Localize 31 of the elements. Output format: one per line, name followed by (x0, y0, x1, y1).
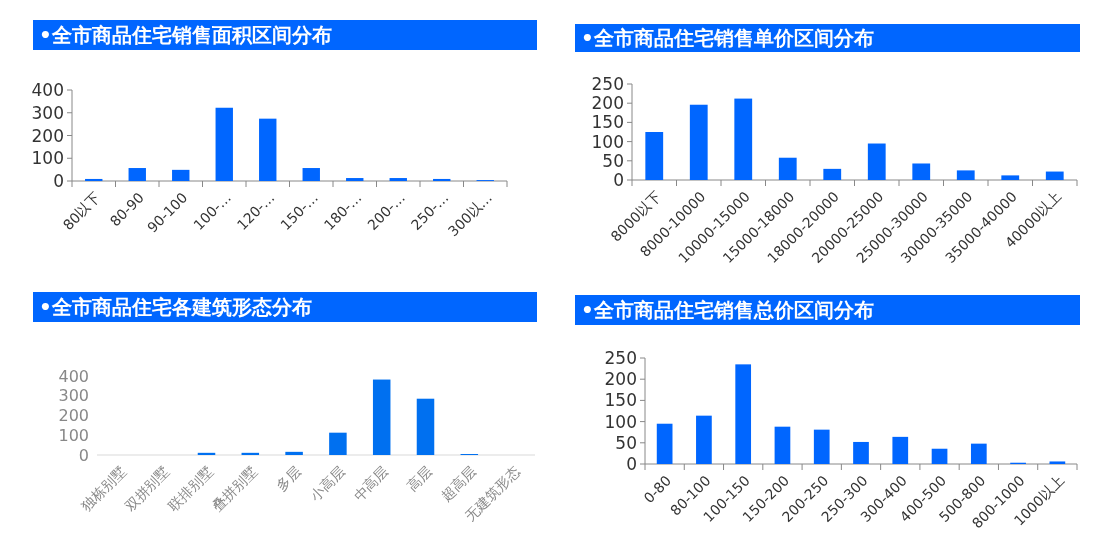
x-tick-label: 多层 (272, 463, 304, 495)
x-tick-label: 中高层 (350, 463, 392, 505)
y-tick-label: 400 (31, 80, 64, 100)
y-tick-label: 50 (615, 432, 637, 453)
chart-title: •全市商品住宅销售面积区间分布 (39, 23, 332, 47)
y-tick-label: 200 (604, 369, 637, 390)
chart-title: •全市商品住宅销售总价区间分布 (581, 298, 874, 322)
x-tick-label: 高层 (404, 463, 436, 495)
y-tick-label: 100 (591, 131, 624, 152)
y-tick-label: 100 (58, 425, 89, 445)
y-tick-label: 300 (31, 102, 64, 123)
y-tick-label: 100 (604, 411, 637, 432)
y-tick-label: 250 (591, 74, 624, 94)
chart-title: •全市商品住宅销售单价区间分布 (581, 26, 874, 50)
y-tick-label: 200 (58, 406, 89, 425)
y-tick-label: 100 (31, 148, 64, 169)
y-tick-label: 200 (591, 93, 624, 114)
y-tick-label: 150 (604, 390, 637, 411)
y-tick-label: 0 (78, 445, 89, 465)
x-tick-label: 小高层 (306, 463, 348, 505)
y-tick-label: 300 (58, 386, 89, 406)
y-tick-label: 200 (31, 125, 64, 146)
y-tick-label: 150 (591, 112, 624, 133)
x-tick-label: 80以下 (59, 189, 104, 234)
y-tick-label: 400 (58, 366, 89, 386)
y-tick-label: 250 (604, 348, 637, 368)
chart-title: •全市商品住宅各建筑形态分布 (39, 295, 312, 319)
y-tick-label: 0 (613, 170, 624, 190)
y-tick-label: 50 (602, 150, 624, 171)
y-tick-label: 0 (626, 454, 637, 474)
y-tick-label: 0 (53, 171, 64, 191)
